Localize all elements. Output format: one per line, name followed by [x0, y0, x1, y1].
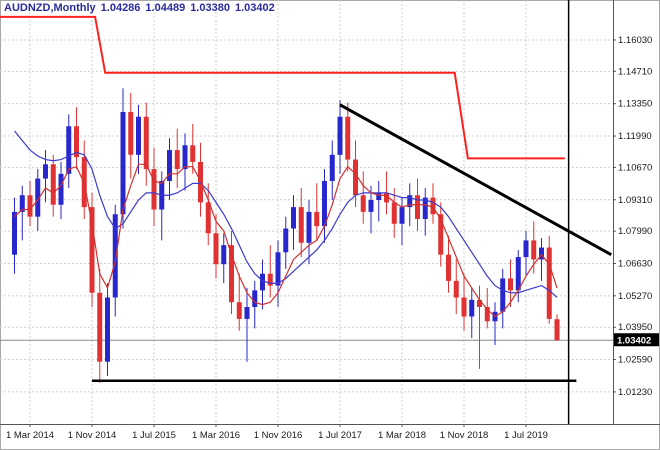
y-axis[interactable]: 1.16030 1.14710 1.13350 1.11990 1.10670 1.093… [613, 35, 652, 398]
symbol-period-label: AUDNZD,Monthly [4, 2, 96, 14]
y-axis-label: 1.06630 [618, 258, 652, 269]
candlestick-series [12, 88, 560, 384]
ohlc-high: 1.04489 [145, 2, 186, 14]
x-axis-label: 1 Nov 2018 [440, 430, 489, 441]
y-axis-label: 1.14710 [618, 66, 652, 77]
y-axis-label: 1.07990 [618, 226, 652, 237]
y-axis-label: 1.03950 [618, 322, 652, 333]
current-price-value: 1.03402 [617, 336, 651, 347]
y-axis-label: 1.09310 [618, 195, 652, 206]
x-axis-label: 1 Nov 2014 [68, 430, 117, 441]
x-axis-label: 1 Nov 2016 [254, 430, 303, 441]
ohlc-low: 1.03380 [190, 2, 230, 14]
chart-title: AUDNZD,Monthly 1.04286 1.04489 1.03380 1.034… [4, 2, 280, 14]
x-axis-label: 1 Jul 2017 [318, 430, 362, 441]
resistance-line[interactable] [0, 15, 565, 160]
y-axis-label: 1.02590 [618, 355, 652, 366]
y-axis-label: 1.01230 [618, 387, 652, 398]
y-axis-label: 1.13350 [618, 99, 652, 110]
x-axis-label: 1 Mar 2018 [378, 430, 426, 441]
ohlc-open: 1.04286 [100, 2, 141, 14]
ma-red-line [14, 163, 558, 318]
trendline[interactable] [339, 103, 612, 256]
x-axis-label: 1 Jul 2015 [132, 430, 176, 441]
x-axis-label: 1 Mar 2016 [192, 430, 240, 441]
y-axis-label: 1.10670 [618, 162, 652, 173]
y-axis-label: 1.16030 [618, 35, 652, 46]
ohlc-close: 1.03402 [234, 2, 275, 14]
y-axis-label: 1.05270 [618, 291, 652, 302]
x-axis-label: 1 Mar 2014 [6, 430, 54, 441]
x-axis-label: 1 Jul 2019 [504, 430, 548, 441]
x-axis[interactable]: 1 Mar 2014 1 Nov 2014 1 Jul 2015 1 Mar 2016… [6, 424, 548, 441]
ma-blue-line [14, 130, 558, 298]
y-axis-label: 1.11990 [618, 131, 652, 142]
current-price-box [614, 333, 659, 347]
